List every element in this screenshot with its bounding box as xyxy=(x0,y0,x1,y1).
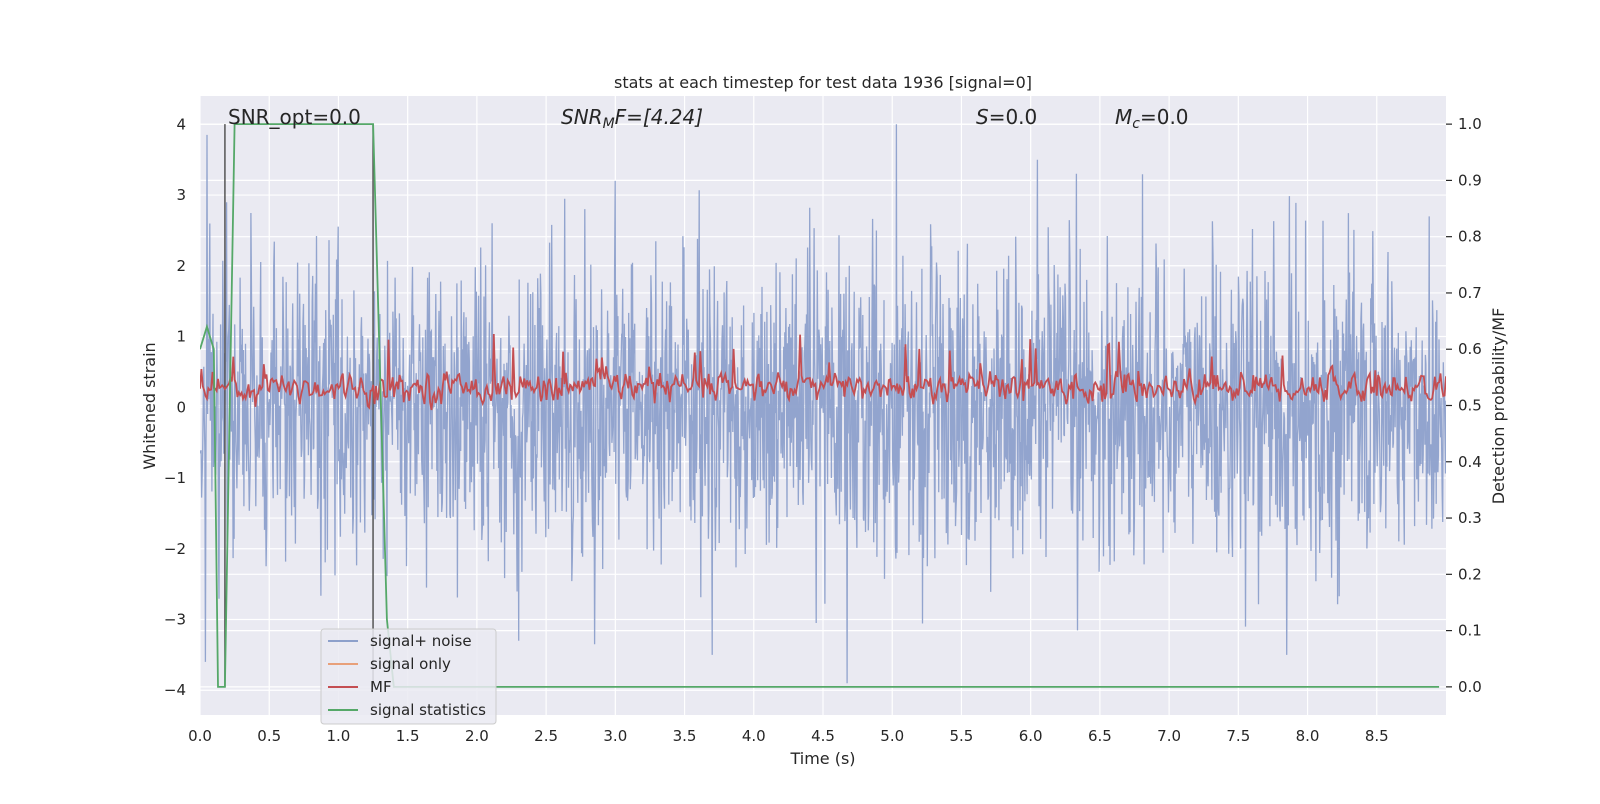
right-y-tick-label: 0.1 xyxy=(1458,622,1482,640)
x-tick-label: 2.0 xyxy=(465,727,489,745)
x-tick-label: 8.5 xyxy=(1365,727,1389,745)
x-tick-label: 3.0 xyxy=(603,727,627,745)
left-y-tick-label: −2 xyxy=(164,540,186,558)
legend-box xyxy=(320,628,497,725)
legend-label-signal-statistics: signal statistics xyxy=(370,701,486,719)
x-tick-label: 6.0 xyxy=(1019,727,1043,745)
right-y-tick-label: 0.4 xyxy=(1458,453,1482,471)
right-y-tick-label: 0.2 xyxy=(1458,565,1482,583)
annotation-s: S=0.0 xyxy=(976,105,1037,129)
right-y-tick-label: 0.9 xyxy=(1458,171,1482,189)
x-tick-label: 7.5 xyxy=(1226,727,1250,745)
annotation-mc-rest: =0.0 xyxy=(1140,105,1189,129)
x-tick-label: 8.0 xyxy=(1296,727,1320,745)
annotation-snr-mf: SNRMF=[4.24] xyxy=(561,105,703,132)
x-tick-label: 1.5 xyxy=(396,727,420,745)
left-y-tick-label: −4 xyxy=(164,681,186,699)
x-tick-label: 5.5 xyxy=(950,727,974,745)
annotation-mc: Mc=0.0 xyxy=(1115,105,1189,132)
left-y-tick-label: 1 xyxy=(176,328,186,346)
legend-label-mf: MF xyxy=(370,678,392,696)
left-y-tick-label: 0 xyxy=(176,398,186,416)
left-y-tick-label: 3 xyxy=(176,186,186,204)
right-y-tick-label: 0.3 xyxy=(1458,509,1482,527)
legend-label-signal-only: signal only xyxy=(370,655,451,673)
annotation-s-main: S xyxy=(976,105,989,129)
left-axis-label: Whitened strain xyxy=(140,342,159,469)
annotation-snr-mf-sub: M xyxy=(603,116,615,132)
x-tick-label: 7.0 xyxy=(1157,727,1181,745)
x-axis-label: Time (s) xyxy=(789,749,855,768)
left-y-tick-label: −1 xyxy=(164,469,186,487)
x-tick-label: 6.5 xyxy=(1088,727,1112,745)
right-y-tick-label: 0.8 xyxy=(1458,228,1482,246)
left-y-tick-label: 4 xyxy=(176,115,186,133)
chart-title: stats at each timestep for test data 193… xyxy=(614,73,1032,92)
left-axis-ticks: 4 3 2 1 0 −1 −2 −3 −4 xyxy=(164,115,186,699)
x-tick-label: 3.5 xyxy=(673,727,697,745)
x-tick-label: 0.5 xyxy=(257,727,281,745)
annotation-snr-mf-main: SNR xyxy=(561,105,603,129)
x-tick-label: 5.0 xyxy=(880,727,904,745)
left-y-tick-label: −3 xyxy=(164,610,186,628)
left-y-tick-label: 2 xyxy=(176,257,186,275)
legend-label-signal-noise: signal+ noise xyxy=(370,632,472,650)
annotation-mc-main: M xyxy=(1115,105,1132,129)
right-y-tick-label: 0.5 xyxy=(1458,397,1482,415)
right-axis-ticks: 1.0 0.9 0.8 0.7 0.6 0.5 0.4 0.3 0.2 0.1 0.0 xyxy=(1446,115,1482,696)
annotation-s-rest: =0.0 xyxy=(989,105,1038,129)
annotation-snr-opt: SNR_opt=0.0 xyxy=(228,105,361,129)
x-tick-label: 1.0 xyxy=(327,727,351,745)
right-y-tick-label: 1.0 xyxy=(1458,115,1482,133)
legend: signal+ noise signal only MF signal stat… xyxy=(320,628,497,725)
right-y-tick-label: 0.7 xyxy=(1458,284,1482,302)
x-tick-label: 0.0 xyxy=(188,727,212,745)
right-axis-label: Detection probability/MF xyxy=(1489,308,1508,505)
right-y-tick-label: 0.0 xyxy=(1458,678,1482,696)
mf-line xyxy=(200,333,1446,411)
x-tick-label: 4.5 xyxy=(811,727,835,745)
annotation-mc-sub: c xyxy=(1132,116,1140,132)
x-tick-label: 4.0 xyxy=(742,727,766,745)
x-tick-label: 2.5 xyxy=(534,727,558,745)
signal-noise-line xyxy=(200,124,1446,684)
right-y-tick-label: 0.6 xyxy=(1458,340,1482,358)
x-axis-ticks: 0.0 0.5 1.0 1.5 2.0 2.5 3.0 3.5 4.0 4.5 5.0 5.5 6.0 6… xyxy=(188,727,1389,745)
annotation-snr-mf-rest: F=[4.24] xyxy=(615,105,703,129)
